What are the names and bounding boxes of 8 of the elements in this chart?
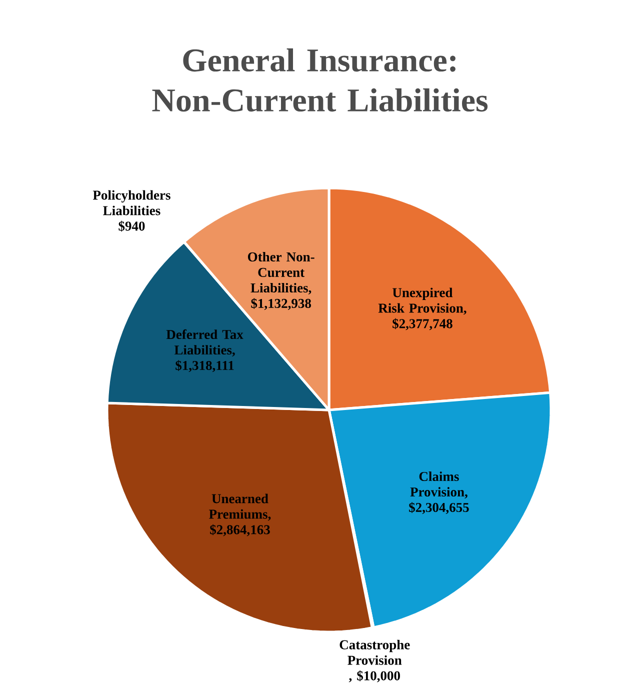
slice-label: Catastrophe Provision (340, 640, 410, 665)
slice-label: Unearned Premiums (209, 494, 268, 519)
slice-label: Unexpired Risk Provision (378, 288, 464, 313)
slice-label: Claims Provision (410, 472, 464, 497)
slice-label: Policyholders Liabilities (92, 190, 170, 216)
data-label: $940 (118, 220, 145, 232)
data-label: , $10,000 (348, 670, 400, 682)
chart-title: General Insurance: Non-Current Liabilities (152, 48, 488, 112)
